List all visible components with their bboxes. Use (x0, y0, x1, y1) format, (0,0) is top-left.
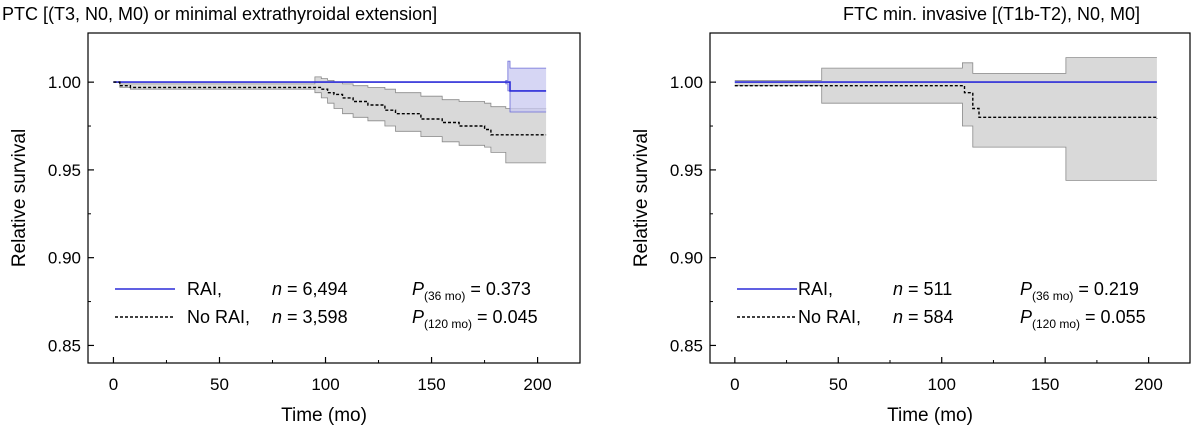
legend-p-subscript: (36 mo) (424, 289, 465, 303)
no-rai-confidence-band-fill (113, 76, 547, 163)
x-tick-label: 50 (829, 375, 848, 394)
no-rai-confidence-band (113, 76, 547, 164)
y-tick-label: 0.90 (48, 249, 81, 268)
legend-p-value: = 0.055 (1080, 307, 1146, 327)
x-tick-label: 100 (928, 375, 956, 394)
x-tick-label: 150 (417, 375, 445, 394)
x-axis-label: Time (mo) (887, 405, 973, 426)
legend-label: RAI, (187, 279, 222, 299)
legend-label: No RAI, (187, 307, 250, 327)
chart-title: FTC min. invasive [(T1b-T2), N0, M0] (843, 4, 1140, 24)
legend-p: P(120 mo) = 0.045 (412, 307, 538, 331)
no-rai-confidence-band-lower (113, 81, 547, 164)
chart-panel-1: PTC [(T3, N0, M0) or minimal extrathyroi… (2, 4, 581, 426)
y-tick-label: 0.85 (670, 336, 703, 355)
legend-p-symbol: P (1020, 279, 1032, 299)
x-tick-label: 0 (109, 375, 118, 394)
plot-frame (709, 32, 1191, 364)
y-tick-label: 0.95 (48, 161, 81, 180)
x-tick-label: 150 (1031, 375, 1059, 394)
legend-n: n = 584 (893, 307, 954, 327)
no-rai-confidence-band-fill (734, 57, 1157, 181)
legend-row-rai: RAI, n = 511 P(36 mo) = 0.219 (737, 279, 1139, 303)
legend-p-value: = 0.045 (472, 307, 538, 327)
legend-p-value: = 0.219 (1073, 279, 1139, 299)
no-rai-confidence-band-upper (113, 76, 547, 109)
y-tick-label: 1.00 (48, 73, 81, 92)
legend-p: P(36 mo) = 0.219 (1020, 279, 1139, 303)
legend-n-value: = 511 (903, 279, 952, 299)
legend-p-value: = 0.373 (465, 279, 531, 299)
legend-n-symbol: n (272, 279, 282, 299)
x-tick-label: 100 (311, 375, 339, 394)
legend-n-symbol: n (893, 279, 903, 299)
legend-row-rai: RAI, n = 6,494 P(36 mo) = 0.373 (115, 279, 531, 303)
y-tick-label: 0.90 (670, 249, 703, 268)
legend-n-value: = 584 (903, 307, 954, 327)
y-tick-label: 0.85 (48, 336, 81, 355)
y-tick-label: 1.00 (670, 73, 703, 92)
legend-p-symbol: P (1020, 307, 1032, 327)
legend-n-symbol: n (893, 307, 903, 327)
rai-confidence-band-upper (113, 60, 547, 83)
y-axis-label: Relative survival (9, 129, 30, 267)
rai-survival-line (113, 81, 547, 92)
legend-n-value: = 3,598 (282, 307, 348, 327)
legend-row-no-rai: No RAI, n = 584 P(120 mo) = 0.055 (737, 307, 1146, 331)
no-rai-confidence-band-upper (734, 57, 1157, 81)
legend-p-subscript: (120 mo) (1032, 317, 1080, 331)
x-axis-label: Time (mo) (281, 405, 367, 426)
x-tick-label: 200 (523, 375, 551, 394)
x-tick-label: 0 (730, 375, 739, 394)
legend-n-value: = 6,494 (282, 279, 348, 299)
x-tick-label: 200 (1134, 375, 1162, 394)
legend-label: RAI, (798, 279, 833, 299)
y-tick-label: 0.95 (670, 161, 703, 180)
legend-p-subscript: (36 mo) (1032, 289, 1073, 303)
legend-n-symbol: n (272, 307, 282, 327)
no-rai-survival-line (113, 81, 547, 136)
legend-n: n = 511 (893, 279, 952, 299)
no-rai-confidence-band (734, 57, 1157, 181)
legend-label: No RAI, (798, 307, 861, 327)
legend-n: n = 6,494 (272, 279, 348, 299)
legend-p: P(36 mo) = 0.373 (412, 279, 531, 303)
legend-n: n = 3,598 (272, 307, 348, 327)
legend-p-symbol: P (412, 279, 424, 299)
legend-p-subscript: (120 mo) (424, 317, 472, 331)
y-axis-label: Relative survival (631, 129, 652, 267)
chart-title: PTC [(T3, N0, M0) or minimal extrathyroi… (2, 4, 437, 24)
plot-frame (87, 32, 581, 364)
legend-p: P(120 mo) = 0.055 (1020, 307, 1146, 331)
chart-panel-2: FTC min. invasive [(T1b-T2), N0, M0] 0 50 1… (631, 4, 1191, 426)
legend-p-symbol: P (412, 307, 424, 327)
x-tick-label: 50 (210, 375, 229, 394)
no-rai-confidence-band-lower (734, 85, 1157, 181)
legend-row-no-rai: No RAI, n = 3,598 P(120 mo) = 0.045 (115, 307, 538, 331)
no-rai-survival-line (734, 85, 1158, 119)
